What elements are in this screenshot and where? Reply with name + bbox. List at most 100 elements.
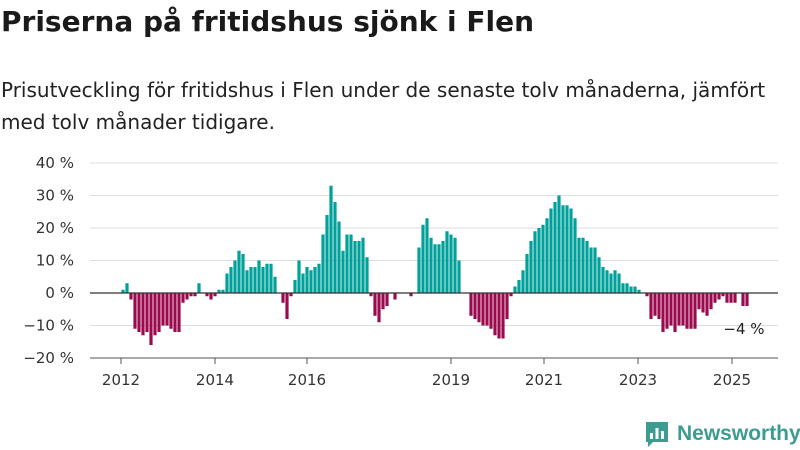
bar [217,289,221,293]
bar [393,293,397,300]
y-tick-label: 0 % [45,284,74,302]
bar [253,267,257,293]
bar [345,234,349,293]
bar [689,293,693,329]
y-tick-label: −20 % [23,349,74,367]
bar [437,244,441,293]
bar [729,293,733,303]
bar [425,218,429,293]
bar [209,293,213,300]
bar [205,293,209,297]
bar [281,293,285,303]
bar [741,293,745,306]
bar [165,293,169,326]
bar [481,293,485,326]
bar [577,237,581,293]
bar [697,293,701,310]
bar [189,293,193,297]
bar [285,293,289,319]
bar [449,234,453,293]
bar [645,293,649,297]
bar [709,293,713,310]
bar [373,293,377,316]
bar [565,205,569,293]
bar [185,293,189,300]
bar [357,241,361,293]
bar [221,289,225,293]
bar [245,270,249,293]
bar [249,267,253,293]
bar [137,293,141,332]
annotations: −4 % [723,320,764,338]
bar [661,293,665,332]
bar [561,205,565,293]
bar [181,293,185,303]
bar [341,250,345,293]
bar [705,293,709,316]
bar [505,293,509,319]
newsworthy-logo: Newsworthy [644,419,800,449]
bar [497,293,501,339]
bar [517,280,521,293]
x-tick-label: 2016 [288,371,326,389]
bar [289,293,293,297]
bar [513,286,517,293]
bar-chart-logo-icon [646,422,668,447]
bar [309,270,313,293]
bar [525,254,529,293]
bar [549,208,553,293]
bar [585,241,589,293]
bar [381,293,385,310]
bar [325,215,329,293]
bar [633,286,637,293]
bar [377,293,381,323]
bar [597,257,601,293]
bar [453,237,457,293]
bar [385,293,389,306]
bar [297,260,301,293]
bar [353,241,357,293]
bar [441,241,445,293]
bar [273,276,277,293]
bar [609,273,613,293]
bar [713,293,717,303]
bar [429,237,433,293]
bar [629,286,633,293]
x-tick-label: 2021 [525,371,563,389]
bar [649,293,653,319]
bar [197,283,201,293]
bar [257,260,261,293]
bar [501,293,505,339]
last-value-label: −4 % [723,320,764,338]
bar [593,247,597,293]
bar [329,185,333,293]
bar [605,270,609,293]
bar [149,293,153,345]
bar [545,218,549,293]
bar [365,257,369,293]
bar [581,237,585,293]
bar [489,293,493,329]
bar [313,267,317,293]
bar [157,293,161,332]
bar [529,241,533,293]
bar [129,293,133,300]
bar [333,202,337,293]
bar [445,231,449,293]
bar [269,263,273,293]
bar [665,293,669,329]
y-tick-label: 40 % [36,154,74,172]
bar [337,221,341,293]
bar [589,247,593,293]
brand-name: Newsworthy [677,422,800,445]
bar [265,263,269,293]
bar [457,260,461,293]
bar [213,293,217,297]
bar [573,218,577,293]
y-tick-label: 10 % [36,252,74,270]
bar [569,208,573,293]
x-tick-label: 2012 [102,371,140,389]
bar [169,293,173,329]
bar [733,293,737,303]
bar [417,247,421,293]
